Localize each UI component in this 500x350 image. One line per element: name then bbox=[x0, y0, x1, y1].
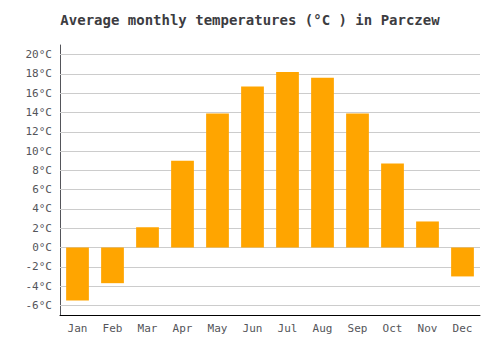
svg-text:18°C: 18°C bbox=[26, 67, 53, 80]
svg-text:-2°C: -2°C bbox=[26, 260, 53, 273]
svg-text:Mar: Mar bbox=[138, 322, 158, 335]
svg-text:Jun: Jun bbox=[243, 322, 263, 335]
svg-text:Dec: Dec bbox=[453, 322, 473, 335]
svg-text:12°C: 12°C bbox=[26, 125, 53, 138]
svg-text:-4°C: -4°C bbox=[26, 280, 53, 293]
svg-text:Apr: Apr bbox=[173, 322, 193, 335]
svg-text:6°C: 6°C bbox=[32, 183, 52, 196]
svg-text:Aug: Aug bbox=[313, 322, 333, 335]
svg-text:4°C: 4°C bbox=[32, 202, 52, 215]
svg-text:Nov: Nov bbox=[418, 322, 438, 335]
svg-text:0°C: 0°C bbox=[32, 241, 52, 254]
svg-text:16°C: 16°C bbox=[26, 87, 53, 100]
svg-text:Jul: Jul bbox=[278, 322, 298, 335]
svg-text:14°C: 14°C bbox=[26, 106, 53, 119]
svg-text:8°C: 8°C bbox=[32, 164, 52, 177]
svg-text:20°C: 20°C bbox=[26, 48, 53, 61]
svg-text:Average monthly temperatures (: Average monthly temperatures (°C ) in Pa… bbox=[60, 12, 440, 28]
svg-text:-6°C: -6°C bbox=[26, 299, 53, 312]
svg-text:10°C: 10°C bbox=[26, 145, 53, 158]
svg-text:May: May bbox=[208, 322, 228, 335]
svg-text:Jan: Jan bbox=[68, 322, 88, 335]
svg-text:Feb: Feb bbox=[103, 322, 123, 335]
svg-text:Oct: Oct bbox=[383, 322, 403, 335]
svg-text:2°C: 2°C bbox=[32, 222, 52, 235]
svg-text:Sep: Sep bbox=[348, 322, 368, 335]
